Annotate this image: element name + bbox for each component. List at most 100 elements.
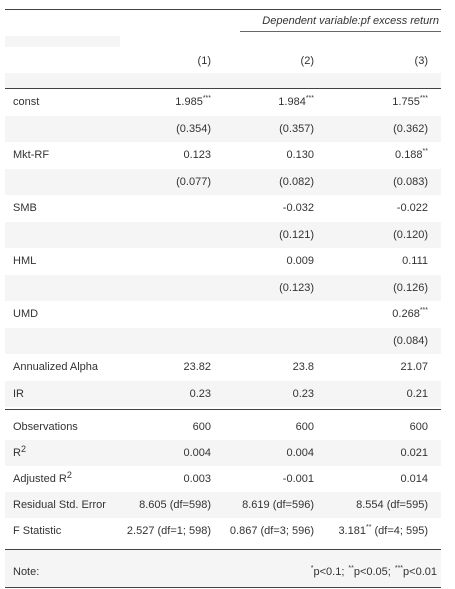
cell-value: 8.605 (df=598)	[139, 499, 211, 511]
cell-value: -0.022	[396, 202, 428, 214]
row-label-text: F Statistic	[13, 525, 62, 537]
cell-value: (0.082)	[279, 175, 314, 188]
significance-stars: **	[365, 524, 372, 531]
cell: 0.867 (df=3; 596)	[230, 518, 314, 544]
note-text: *p<0.1; **p<0.05; ***p<0.01	[311, 550, 437, 589]
rule	[5, 409, 441, 410]
table-row: Annualized Alpha 23.82 23.8 21.07	[5, 354, 441, 381]
cell: 3.181** (df=4; 595)	[338, 518, 428, 544]
table-row: (0.121) (0.120)	[5, 221, 441, 248]
cell: 0.188**	[395, 142, 428, 169]
table-row: UMD 0.268***	[5, 301, 441, 328]
cell: (0.126)	[393, 275, 428, 302]
row-label: UMD	[13, 301, 38, 328]
cell-value: 0.188	[395, 149, 423, 161]
table-row: IR 0.23 0.23 0.21	[5, 380, 441, 408]
cell: (0.077)	[176, 169, 211, 196]
column-header: (2)	[300, 55, 314, 67]
cell-value: 0.009	[286, 255, 314, 267]
row-label: Observations	[13, 414, 78, 440]
table-row: Mkt-RF 0.123 0.130 0.188**	[5, 142, 441, 169]
cell: 8.619 (df=596)	[242, 492, 314, 518]
cell: 1.755***	[392, 89, 428, 116]
cell-value: (0.083)	[393, 175, 428, 188]
rule	[5, 549, 441, 550]
cell: 8.554 (df=595)	[356, 492, 428, 518]
cell-value: (0.123)	[279, 281, 314, 294]
cell: (0.123)	[279, 275, 314, 302]
cell-value: 23.8	[292, 361, 314, 373]
row-label: const	[13, 89, 39, 116]
table-row: HML 0.009 0.111	[5, 248, 441, 275]
row-label-text: UMD	[13, 308, 39, 320]
cell: 1.985***	[175, 89, 211, 116]
cell: 0.23	[293, 381, 314, 408]
rule	[5, 587, 441, 588]
cell-value: 0.867 (df=3; 596)	[229, 525, 314, 537]
cell-value: 600	[295, 421, 314, 433]
table-row: SMB -0.032 -0.022	[5, 195, 441, 222]
column-header: (1)	[197, 55, 211, 67]
cell: 0.009	[286, 248, 314, 275]
cell-value: 8.619 (df=596)	[242, 499, 314, 511]
table-row: Observations 600 600 600	[5, 414, 441, 440]
cell-value: 0.004	[183, 447, 211, 459]
cell: (0.357)	[279, 116, 314, 143]
cell: (0.354)	[176, 116, 211, 143]
cell: (0.082)	[279, 169, 314, 196]
rule	[5, 88, 441, 89]
cell: 0.21	[407, 381, 428, 408]
table-row: const 1.985*** 1.984*** 1.755***	[5, 89, 441, 116]
cell: 21.07	[400, 354, 428, 381]
significance-stars: **	[422, 148, 428, 155]
table-row: Adjusted R2 0.003 -0.001 0.014	[5, 466, 441, 492]
cell-value: 3.181	[338, 525, 366, 537]
row-label-text: R	[13, 447, 21, 459]
blank-block	[5, 36, 120, 47]
cell: 600	[193, 414, 211, 440]
cell: (0.362)	[393, 116, 428, 143]
note-sup: *	[310, 565, 314, 572]
cell-value: 2.527 (df=1; 598)	[126, 525, 211, 537]
note-label: Note:	[13, 566, 40, 578]
cell-value: (0.077)	[176, 175, 211, 188]
cell-value: -0.032	[282, 202, 314, 214]
cell: 0.004	[183, 440, 211, 466]
table-row: Residual Std. Error 8.605 (df=598) 8.619 (…	[5, 492, 441, 518]
cell-value: 600	[409, 421, 428, 433]
row-label-text: IR	[13, 387, 24, 400]
note-sup: **	[348, 565, 354, 572]
significance-stars: ***	[202, 95, 211, 102]
cell: 2.527 (df=1; 598)	[127, 518, 211, 544]
cell: -0.032	[283, 195, 314, 222]
cell-value: 0.014	[400, 473, 428, 485]
cell: 0.23	[190, 381, 211, 408]
column-header: (3)	[414, 55, 428, 67]
cell-value: (0.354)	[176, 122, 211, 135]
cell: 1.984***	[278, 89, 314, 116]
cell-value: 0.21	[406, 387, 428, 400]
cell-value: 0.123	[183, 149, 211, 161]
cell: -0.001	[283, 466, 314, 492]
row-label: Residual Std. Error	[13, 492, 106, 518]
row-label-text: Adjusted R	[13, 473, 67, 485]
cell: 0.130	[286, 142, 314, 169]
significance-stars: ***	[419, 95, 428, 102]
table-row: Note: *p<0.1; **p<0.05; ***p<0.01	[5, 550, 441, 587]
cell-value: (0.357)	[279, 122, 314, 135]
cell-value: 1.755	[392, 96, 420, 108]
cell-value: 0.003	[183, 473, 211, 485]
row-label: R2	[13, 440, 26, 466]
cell-value: 0.111	[402, 255, 428, 267]
cell-value: (0.120)	[393, 228, 428, 241]
row-label-sup: 2	[66, 470, 72, 480]
cell: 23.82	[183, 354, 211, 381]
cell-value: (0.362)	[393, 122, 428, 135]
row-label: Mkt-RF	[13, 142, 49, 169]
table-row: F Statistic 2.527 (df=1; 598) 0.867 (df=3;…	[5, 518, 441, 544]
row-label-text: Observations	[13, 421, 78, 433]
cell-value: 0.004	[286, 447, 314, 459]
cell: 0.021	[400, 440, 428, 466]
row-label-text: Residual Std. Error	[13, 499, 106, 511]
